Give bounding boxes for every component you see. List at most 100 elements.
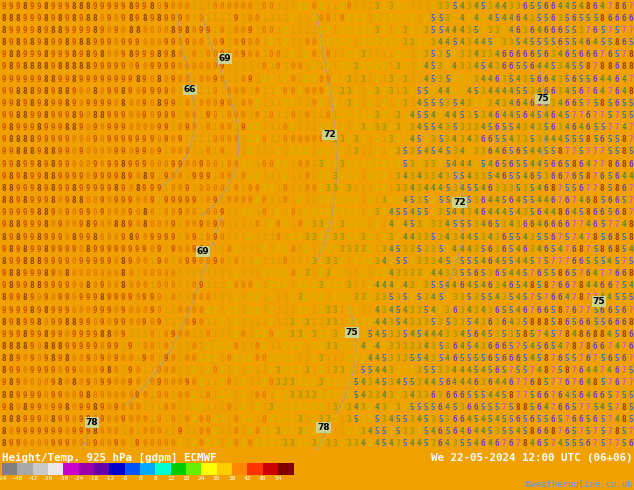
Text: 5: 5 <box>361 367 365 375</box>
Text: 0: 0 <box>142 62 146 72</box>
Text: 8: 8 <box>65 354 69 363</box>
Text: 3: 3 <box>417 269 422 278</box>
Text: 2: 2 <box>431 196 436 205</box>
Text: 6: 6 <box>543 87 548 96</box>
Text: 2: 2 <box>219 415 224 424</box>
Text: 1: 1 <box>234 208 238 217</box>
Text: 8: 8 <box>121 99 126 108</box>
Text: 6: 6 <box>572 14 576 23</box>
Text: 7: 7 <box>614 281 619 290</box>
Text: 4: 4 <box>459 14 463 23</box>
Text: 6: 6 <box>593 26 598 35</box>
Text: 3: 3 <box>431 415 436 424</box>
Text: 3: 3 <box>424 257 429 266</box>
Text: 0: 0 <box>184 111 189 120</box>
Text: 1: 1 <box>346 147 351 156</box>
Text: 7: 7 <box>529 367 534 375</box>
Text: 7: 7 <box>607 220 612 229</box>
Text: 1: 1 <box>304 99 309 108</box>
Text: 9: 9 <box>15 184 20 193</box>
Text: 0: 0 <box>156 220 161 229</box>
Text: 3: 3 <box>389 354 393 363</box>
Text: 9: 9 <box>58 305 62 315</box>
Text: 6: 6 <box>543 220 548 229</box>
Text: 0: 0 <box>184 14 189 23</box>
Text: 9: 9 <box>86 342 91 351</box>
Text: 4: 4 <box>473 1 478 11</box>
Text: 9: 9 <box>15 305 20 315</box>
Text: 9: 9 <box>163 14 168 23</box>
Text: 9: 9 <box>15 378 20 388</box>
Text: 1: 1 <box>212 330 217 339</box>
Text: 0: 0 <box>311 87 316 96</box>
Text: 4: 4 <box>361 439 365 448</box>
Text: 2: 2 <box>452 74 456 83</box>
Text: 2: 2 <box>353 26 358 35</box>
Text: 3: 3 <box>417 220 422 229</box>
Text: 3: 3 <box>466 99 471 108</box>
Text: 5: 5 <box>452 123 456 132</box>
Text: 1: 1 <box>290 38 295 47</box>
Text: 8: 8 <box>22 196 27 205</box>
Text: 0: 0 <box>304 111 309 120</box>
Text: 9: 9 <box>36 367 41 375</box>
Text: 2: 2 <box>353 172 358 181</box>
Text: 9: 9 <box>149 294 154 302</box>
Text: 6: 6 <box>522 245 527 254</box>
Text: 5: 5 <box>628 111 633 120</box>
Text: 9: 9 <box>93 160 98 169</box>
Text: 4: 4 <box>438 87 443 96</box>
Text: 4: 4 <box>445 87 450 96</box>
Text: 5: 5 <box>480 391 485 400</box>
Text: 8: 8 <box>51 354 55 363</box>
Text: 0: 0 <box>163 257 168 266</box>
Text: 6: 6 <box>551 14 555 23</box>
Text: 1: 1 <box>262 14 266 23</box>
Text: 4: 4 <box>529 123 534 132</box>
Text: 9: 9 <box>114 196 119 205</box>
Text: 4: 4 <box>424 378 429 388</box>
Text: 2: 2 <box>353 160 358 169</box>
Text: 5: 5 <box>579 14 583 23</box>
Text: 6: 6 <box>628 439 633 448</box>
Text: 9: 9 <box>86 99 91 108</box>
Text: 7: 7 <box>628 1 633 11</box>
Text: 2: 2 <box>339 330 344 339</box>
Text: 4: 4 <box>480 427 485 436</box>
Text: 8: 8 <box>156 99 161 108</box>
Text: 4: 4 <box>459 342 463 351</box>
Text: 4: 4 <box>495 196 499 205</box>
Text: 4: 4 <box>600 87 605 96</box>
Text: 5: 5 <box>529 330 534 339</box>
Text: 4: 4 <box>558 50 562 59</box>
Text: 7: 7 <box>621 342 626 351</box>
Text: 0: 0 <box>255 220 259 229</box>
Text: 5: 5 <box>600 439 605 448</box>
Text: 8: 8 <box>29 62 34 72</box>
Text: 1: 1 <box>171 123 175 132</box>
Text: 9: 9 <box>114 123 119 132</box>
Text: 6: 6 <box>488 354 492 363</box>
Text: 9: 9 <box>36 427 41 436</box>
Text: 5: 5 <box>459 354 463 363</box>
Text: 5: 5 <box>438 135 443 145</box>
Text: 2: 2 <box>290 99 295 108</box>
Text: 5: 5 <box>466 196 471 205</box>
Text: 2: 2 <box>297 233 302 242</box>
Text: 2: 2 <box>248 415 252 424</box>
Text: 5: 5 <box>410 378 415 388</box>
Text: 0: 0 <box>100 342 105 351</box>
Text: 0: 0 <box>156 439 161 448</box>
Text: 0: 0 <box>325 50 330 59</box>
Text: 3: 3 <box>389 233 393 242</box>
Text: 0: 0 <box>226 196 231 205</box>
Text: 9: 9 <box>44 367 48 375</box>
Text: 3: 3 <box>473 245 478 254</box>
Text: 2: 2 <box>346 330 351 339</box>
Text: 2: 2 <box>290 367 295 375</box>
Text: 0: 0 <box>205 233 210 242</box>
Text: 0: 0 <box>297 62 302 72</box>
Text: 9: 9 <box>65 294 69 302</box>
Text: 6: 6 <box>501 62 506 72</box>
Text: 0: 0 <box>226 172 231 181</box>
